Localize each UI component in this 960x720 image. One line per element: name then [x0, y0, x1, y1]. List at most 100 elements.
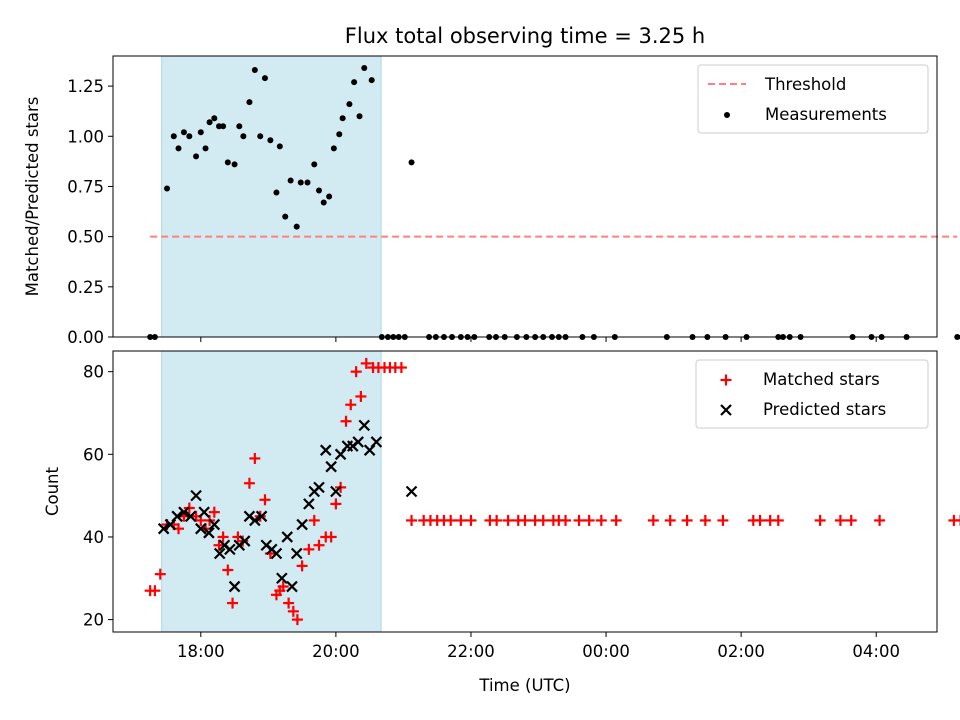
measurement-point: [336, 131, 343, 138]
count-panel: 20 40 60 80 18:00 20:00 22:00 00:00 02:00 04:00 C…: [43, 350, 960, 695]
matched-point: [208, 506, 220, 518]
measurement-point: [954, 334, 960, 340]
predicted-point: [213, 547, 226, 560]
measurement-point: [257, 133, 264, 140]
matched-point: [491, 514, 503, 526]
predicted-point: [270, 547, 283, 560]
x-tick-label: 00:00: [582, 642, 630, 661]
measurement-point: [164, 185, 171, 192]
matched-point: [330, 498, 342, 510]
y-tick-label: 20: [83, 611, 104, 630]
predicted-point: [352, 436, 364, 448]
measurement-point: [330, 145, 337, 152]
predicted-point: [190, 489, 202, 502]
matched-point: [149, 585, 161, 597]
predicted-point: [238, 535, 251, 547]
measurement-point: [197, 129, 204, 136]
predicted-point: [228, 580, 241, 593]
x-tick-label: 04:00: [852, 642, 900, 661]
chart-title: Flux total observing time = 3.25 h: [345, 24, 705, 48]
y-tick-label: 1.00: [67, 127, 104, 146]
matched-point: [303, 543, 315, 555]
x-tick-label: 18:00: [177, 642, 225, 661]
y-tick-label: 1.25: [67, 77, 104, 96]
measurement-point: [339, 115, 346, 122]
predicted-stars-legend-label: Predicted stars: [763, 400, 886, 419]
predicted-point: [296, 518, 308, 531]
matched-point: [395, 362, 407, 374]
matched-point: [699, 514, 711, 526]
measurement-point: [267, 137, 274, 144]
measurement-point: [220, 123, 227, 130]
measurement-point: [175, 145, 182, 152]
legend-plus: [720, 374, 732, 386]
matched-point: [308, 514, 320, 526]
ratio-axes-frame: [112, 55, 938, 338]
measurement-point: [224, 159, 231, 166]
ratio-y-axis-label: Matched/Predicted stars: [23, 97, 42, 297]
measurement-point: [170, 133, 177, 140]
measurement-point: [193, 153, 200, 160]
matched-point: [406, 514, 418, 526]
predicted-point: [255, 510, 268, 523]
matched-point: [259, 494, 271, 506]
predicted-point: [290, 547, 303, 560]
y-tick-label: 0.00: [67, 328, 104, 347]
measurement-point: [351, 79, 358, 86]
measurements-legend-label: Measurements: [765, 105, 887, 124]
matched-point: [717, 514, 729, 526]
predicted-point: [319, 444, 332, 456]
matched-point: [445, 514, 457, 526]
predicted-point: [286, 580, 298, 593]
matched-point: [340, 415, 352, 427]
predicted-point: [203, 527, 215, 539]
measurement-point: [251, 67, 258, 74]
matched-point: [243, 477, 255, 489]
matched-point: [537, 514, 549, 526]
matched-point: [355, 390, 367, 402]
x-tick-label: 02:00: [717, 642, 765, 661]
matched-stars-legend-label: Matched stars: [763, 370, 880, 389]
count-axes-frame: [112, 350, 938, 633]
count-axis-ticks: 20 40 60 80 18:00 20:00 22:00 00:00 02:00 04:00: [83, 363, 900, 661]
y-tick-label: 0.25: [67, 278, 104, 297]
matched-point: [573, 514, 585, 526]
matched-point: [227, 597, 239, 609]
count-y-axis-label: Count: [43, 466, 62, 516]
measurement-point: [261, 75, 268, 82]
measurements-legend-marker: [724, 112, 730, 118]
measurement-point: [202, 145, 209, 152]
measurement-point: [287, 177, 294, 184]
measurement-point: [293, 223, 300, 230]
y-tick-label: 0.75: [67, 177, 104, 196]
x-axis-label: Time (UTC): [478, 676, 570, 695]
matched-point: [834, 514, 846, 526]
measurement-point: [408, 159, 415, 166]
matched-point: [754, 514, 766, 526]
measurement-point: [304, 179, 311, 186]
matched-point: [845, 514, 857, 526]
threshold-legend-label: Threshold: [764, 75, 846, 94]
matched-point: [360, 357, 372, 369]
matched-point: [874, 514, 886, 526]
predicted-point: [178, 506, 190, 518]
measurement-point: [246, 99, 253, 106]
measurement-point: [326, 193, 333, 200]
y-tick-label: 40: [83, 528, 104, 547]
matched-stars-legend-marker: [720, 374, 732, 386]
matched-point: [277, 581, 289, 593]
measurement-point: [240, 133, 247, 140]
measurement-point: [236, 123, 243, 130]
measurement-point: [297, 179, 304, 186]
predicted-point: [303, 498, 315, 510]
x-tick-label: 20:00: [312, 642, 360, 661]
measurement-point: [273, 189, 280, 196]
ratio-legend-box: [697, 64, 929, 134]
matched-point: [502, 514, 514, 526]
measurement-point: [368, 77, 375, 84]
count-legend: Matched stars Predicted stars: [695, 359, 929, 429]
measurement-point: [320, 199, 327, 206]
measurement-point: [356, 113, 363, 120]
matched-point: [291, 614, 303, 626]
